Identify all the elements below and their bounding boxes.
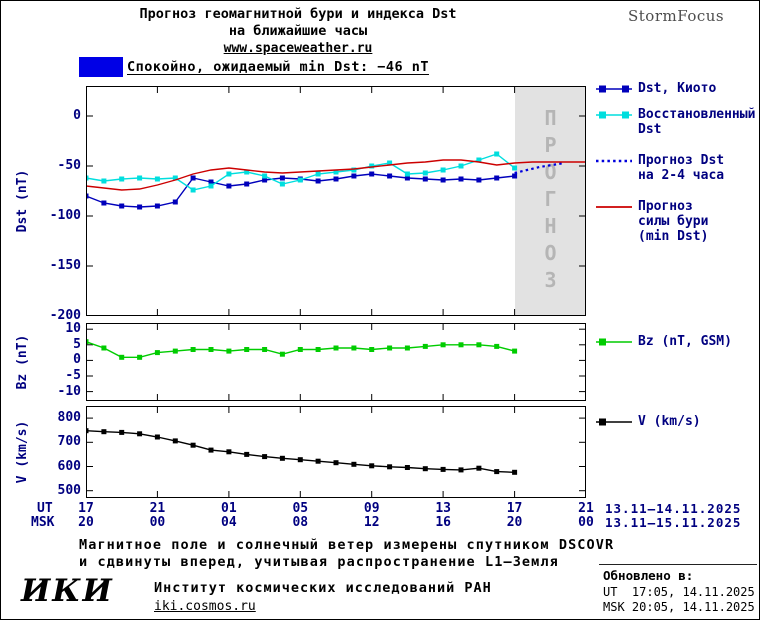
msk-tick-label: 00	[578, 515, 594, 530]
ut-tick-label: 21	[578, 501, 594, 516]
page-subtitle: на ближайшие часы	[228, 23, 368, 39]
y-tick-label: -5	[65, 368, 81, 384]
legend-label-v: V (km/s)	[638, 414, 701, 429]
legend-item-dst-kyoto: Dst, Киото	[595, 81, 716, 96]
ut-tick-label: 05	[292, 501, 309, 516]
ut-tick-label: 17	[506, 501, 523, 516]
legend-label-dst-kyoto: Dst, Киото	[638, 81, 717, 96]
page-title: Прогноз геомагнитной бури и индекса Dst	[139, 6, 457, 22]
forecast-letter: О	[544, 241, 557, 265]
legend-label-bz: Bz (nT, GSM)	[638, 334, 732, 349]
spaceweather-link[interactable]: www.spaceweather.ru	[223, 41, 373, 56]
forecast-region	[515, 87, 586, 315]
bz-marker-icon	[596, 338, 632, 346]
header: Прогноз геомагнитной бури и индекса Dst …	[68, 6, 528, 57]
dst-axis-title: Dst (nT)	[15, 169, 30, 233]
msk-tick-label: 20	[78, 515, 94, 530]
v-chart	[86, 406, 586, 498]
stormfocus-logo: StormFocus	[628, 7, 725, 25]
legend-item-storm-strength: Прогноз силы бури (min Dst)	[595, 199, 708, 244]
y-tick-label: 10	[65, 321, 81, 337]
bz-chart	[86, 323, 586, 401]
y-tick-label: 0	[73, 352, 81, 368]
ut-row-label: UT	[37, 501, 53, 516]
y-tick-label: 600	[57, 458, 81, 474]
ut-tick-label: 17	[78, 501, 94, 516]
legend-item-bz: Bz (nT, GSM)	[595, 334, 732, 349]
y-tick-label: -10	[57, 383, 81, 399]
legend-label-restored-dst: Восстановленный Dst	[638, 107, 756, 137]
y-tick-label: 500	[57, 482, 81, 498]
msk-row-label: MSK	[31, 515, 55, 530]
forecast-dst-marker-icon	[596, 159, 632, 163]
msk-tick-label: 08	[292, 515, 309, 530]
forecast-letter: Н	[544, 214, 557, 238]
footer-note-line2: и сдвинуты вперед, учитывая распростране…	[79, 554, 559, 570]
institute-name: Институт космических исследований РАН	[154, 580, 492, 596]
dst-kyoto-marker-icon	[596, 85, 632, 93]
restored-dst-marker-icon	[596, 111, 632, 119]
forecast-letter: П	[544, 106, 557, 130]
forecast-letter: Р	[544, 133, 557, 157]
status-swatch	[79, 57, 123, 77]
y-tick-label: -100	[49, 208, 81, 223]
legend-label-forecast-dst: Прогноз Dst на 2-4 часа	[638, 153, 725, 183]
legend-label-storm-strength: Прогноз силы бури (min Dst)	[638, 199, 709, 244]
v-marker-icon	[596, 418, 632, 426]
msk-tick-label: 12	[363, 515, 380, 530]
updated-divider	[599, 564, 757, 565]
legend-item-v: V (km/s)	[595, 414, 701, 429]
msk-tick-label: 20	[506, 515, 523, 530]
iki-site-link[interactable]: iki.cosmos.ru	[154, 599, 256, 614]
msk-date-range: 13.11—15.11.2025	[605, 515, 742, 530]
y-tick-label: -50	[57, 158, 81, 173]
dst-chart	[86, 86, 586, 316]
y-tick-label: 700	[57, 434, 81, 450]
msk-tick-label: 00	[149, 515, 166, 530]
status-text: Спокойно, ожидаемый min Dst: −46 nT	[127, 59, 429, 75]
forecast-letter: О	[544, 160, 557, 184]
msk-tick-label: 04	[221, 515, 237, 530]
msk-tick-label: 16	[435, 515, 451, 530]
y-tick-label: 0	[73, 108, 81, 123]
updated-label: Обновлено в:	[603, 568, 694, 583]
updated-msk: MSK 20:05, 14.11.2025	[603, 600, 755, 614]
ut-tick-label: 13	[435, 501, 451, 516]
ut-date-range: 13.11—14.11.2025	[605, 501, 742, 516]
y-tick-label: 5	[73, 336, 81, 352]
y-tick-label: -200	[49, 308, 81, 323]
ut-tick-label: 01	[221, 501, 237, 516]
footer-note-line1: Магнитное поле и солнечный ветер измерен…	[79, 537, 615, 553]
legend-item-restored-dst: Восстановленный Dst	[595, 107, 755, 137]
v-axis-title: V (km/s)	[15, 420, 30, 484]
updated-ut: UT 17:05, 14.11.2025	[603, 585, 755, 599]
iki-logo: ИКИ	[21, 573, 114, 609]
forecast-letter: Г	[544, 187, 557, 211]
ut-tick-label: 09	[363, 501, 380, 516]
y-tick-label: 800	[57, 410, 81, 426]
y-tick-label: -150	[49, 258, 81, 273]
storm-strength-marker-icon	[596, 206, 632, 208]
ut-tick-label: 21	[149, 501, 166, 516]
legend-item-forecast-dst: Прогноз Dst на 2-4 часа	[595, 153, 724, 183]
forecast-letter: З	[544, 268, 557, 292]
